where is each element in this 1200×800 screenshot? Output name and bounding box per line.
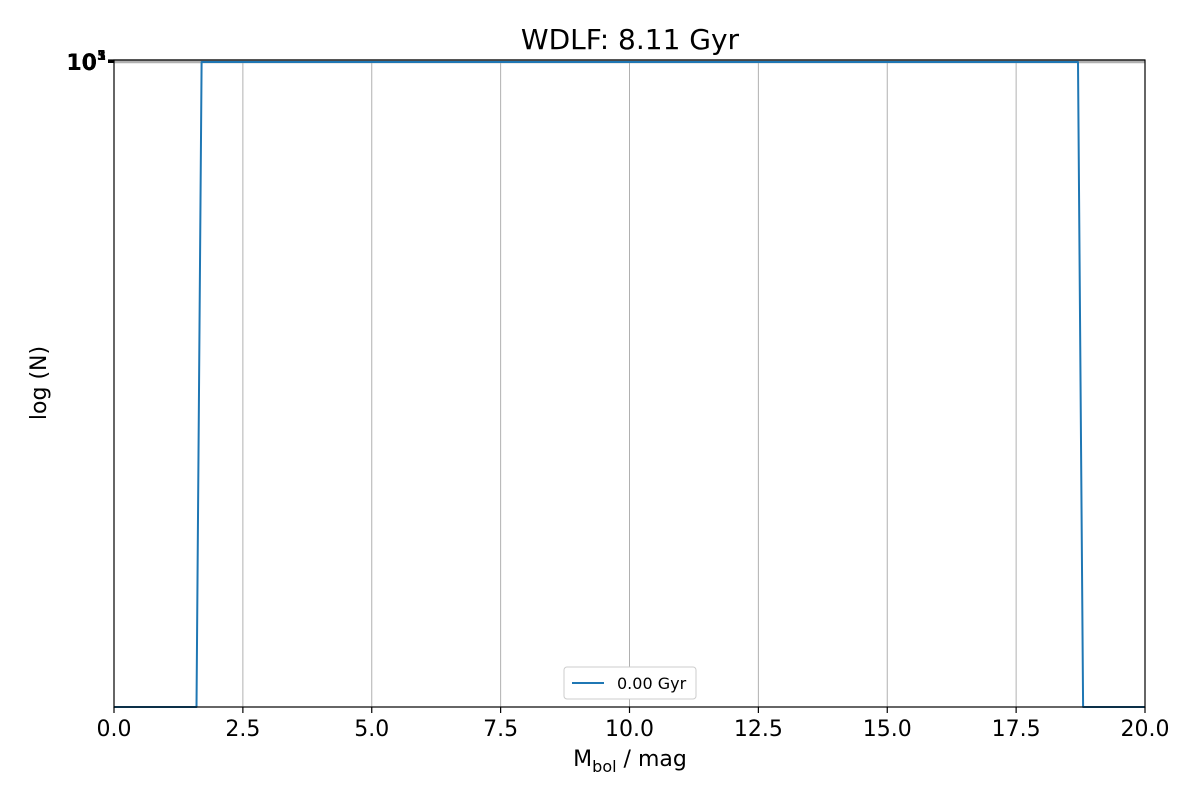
x-tick-label-5: 12.5	[734, 717, 783, 742]
chart-title: WDLF: 8.11 Gyr	[521, 23, 740, 56]
series-line-0	[114, 61, 1145, 708]
x-axis-label: Mbol / mag	[573, 747, 687, 776]
legend-box	[563, 666, 697, 700]
x-tick-label-1: 2.5	[225, 717, 260, 742]
x-axis-ticks: 0.0 2.5 5.0 7.5 10.0 12.5 15.0 17.5 20.0	[97, 707, 1170, 742]
x-tick-label-0: 0.0	[97, 717, 132, 742]
y-axis-label: log (N)	[27, 346, 52, 420]
x-tick-label-8: 20.0	[1121, 717, 1170, 742]
x-tick-label-7: 17.5	[992, 717, 1041, 742]
y-tick-label-2: 101	[66, 49, 106, 76]
x-tick-label-6: 15.0	[863, 717, 912, 742]
y-tick-label-0: 105	[66, 49, 106, 76]
x-tick-label-2: 5.0	[354, 717, 389, 742]
x-tick-label-4: 10.0	[605, 717, 654, 742]
legend: 0.00 Gyr	[563, 666, 697, 700]
legend-label: 0.00 Gyr	[617, 674, 687, 693]
y-tick-label-1: 103	[66, 49, 106, 76]
x-tick-label-3: 7.5	[483, 717, 518, 742]
grid-lines	[113, 59, 1146, 707]
series-layer	[114, 61, 1145, 708]
